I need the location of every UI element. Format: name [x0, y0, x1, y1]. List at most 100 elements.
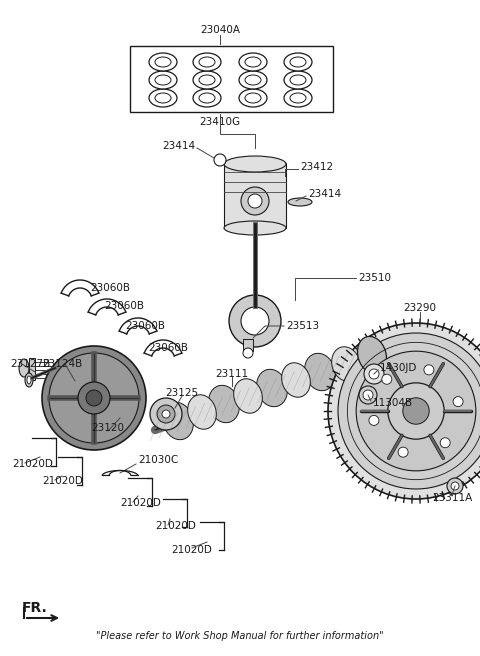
Circle shape — [359, 386, 377, 404]
Ellipse shape — [224, 156, 286, 172]
Ellipse shape — [163, 402, 193, 440]
Ellipse shape — [332, 347, 360, 381]
Ellipse shape — [209, 385, 240, 422]
Ellipse shape — [155, 57, 171, 67]
Circle shape — [364, 364, 384, 384]
Ellipse shape — [188, 395, 216, 429]
Ellipse shape — [239, 89, 267, 107]
Circle shape — [150, 398, 182, 430]
Ellipse shape — [19, 359, 29, 377]
Text: 1430JD: 1430JD — [380, 363, 418, 373]
Circle shape — [398, 447, 408, 457]
Ellipse shape — [290, 57, 306, 67]
Ellipse shape — [149, 89, 177, 107]
Ellipse shape — [245, 57, 261, 67]
Ellipse shape — [290, 75, 306, 85]
Ellipse shape — [193, 53, 221, 71]
Ellipse shape — [25, 373, 33, 387]
Ellipse shape — [284, 71, 312, 89]
Ellipse shape — [155, 93, 171, 103]
Text: 23410G: 23410G — [199, 117, 240, 127]
Circle shape — [214, 154, 226, 166]
Circle shape — [328, 323, 480, 499]
Ellipse shape — [282, 363, 311, 398]
Text: 11304B: 11304B — [373, 398, 413, 408]
Circle shape — [241, 307, 269, 335]
Ellipse shape — [224, 221, 286, 235]
Ellipse shape — [358, 337, 386, 374]
Ellipse shape — [199, 75, 215, 85]
Circle shape — [248, 194, 262, 208]
Bar — [29, 358, 35, 380]
Circle shape — [42, 346, 146, 450]
Circle shape — [363, 390, 373, 400]
Circle shape — [356, 351, 476, 471]
Text: FR.: FR. — [22, 601, 48, 615]
Circle shape — [382, 375, 392, 384]
Ellipse shape — [288, 198, 312, 206]
Text: 23111: 23111 — [216, 369, 249, 379]
Circle shape — [338, 333, 480, 489]
Bar — [130, 46, 333, 112]
Ellipse shape — [193, 71, 221, 89]
Circle shape — [162, 410, 170, 418]
Ellipse shape — [239, 53, 267, 71]
Ellipse shape — [290, 93, 306, 103]
Ellipse shape — [284, 89, 312, 107]
Ellipse shape — [257, 369, 288, 407]
Ellipse shape — [155, 75, 171, 85]
Text: 21020D: 21020D — [120, 498, 161, 508]
Ellipse shape — [149, 53, 177, 71]
Text: 23060B: 23060B — [125, 321, 165, 331]
Circle shape — [440, 438, 450, 448]
Text: 23510: 23510 — [358, 273, 391, 283]
Circle shape — [369, 415, 379, 425]
Text: 23412: 23412 — [300, 162, 333, 172]
Text: 21020D: 21020D — [171, 545, 213, 555]
Ellipse shape — [234, 379, 263, 413]
Text: 21020D: 21020D — [12, 459, 53, 469]
Text: 23060B: 23060B — [104, 301, 144, 311]
Ellipse shape — [305, 354, 336, 391]
Text: 23290: 23290 — [404, 303, 436, 313]
Bar — [224, 163, 286, 228]
Text: 23060B: 23060B — [148, 343, 188, 353]
Text: 23124B: 23124B — [42, 359, 82, 369]
Circle shape — [49, 353, 139, 443]
Bar — [243, 339, 253, 351]
Ellipse shape — [193, 89, 221, 107]
Circle shape — [86, 390, 102, 406]
Ellipse shape — [27, 376, 31, 384]
Text: 23125: 23125 — [166, 388, 199, 398]
Text: 21020D: 21020D — [155, 521, 196, 531]
Circle shape — [243, 348, 253, 358]
Circle shape — [403, 398, 429, 424]
Circle shape — [447, 478, 463, 494]
Circle shape — [78, 382, 110, 414]
Circle shape — [369, 369, 379, 379]
Text: 21020D: 21020D — [42, 476, 83, 486]
Ellipse shape — [199, 57, 215, 67]
Circle shape — [241, 187, 269, 215]
Circle shape — [157, 405, 175, 423]
Text: 23120: 23120 — [92, 423, 124, 433]
Circle shape — [229, 295, 281, 347]
Text: 21030C: 21030C — [138, 455, 178, 465]
Text: 23414: 23414 — [162, 141, 195, 151]
Text: 23040A: 23040A — [200, 25, 240, 35]
Text: 23414: 23414 — [308, 189, 341, 199]
Text: "Please refer to Work Shop Manual for further information": "Please refer to Work Shop Manual for fu… — [96, 631, 384, 641]
Ellipse shape — [239, 71, 267, 89]
Text: 23127B: 23127B — [10, 359, 50, 369]
Ellipse shape — [149, 71, 177, 89]
Ellipse shape — [284, 53, 312, 71]
Circle shape — [424, 365, 434, 375]
Ellipse shape — [245, 75, 261, 85]
Text: 23513: 23513 — [286, 321, 319, 331]
Circle shape — [388, 383, 444, 439]
Circle shape — [453, 397, 463, 407]
Ellipse shape — [245, 93, 261, 103]
Text: 23311A: 23311A — [432, 493, 472, 503]
Circle shape — [451, 482, 459, 490]
Text: 23060B: 23060B — [90, 283, 130, 293]
